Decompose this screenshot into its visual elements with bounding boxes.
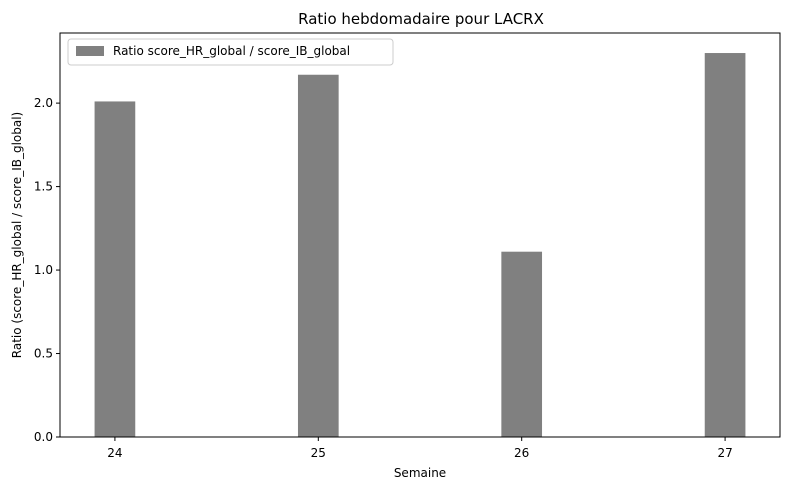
legend-box: [67, 38, 394, 66]
chart-title: Ratio hebdomadaire pour LACRX: [298, 10, 544, 28]
y-tick-label: 0.0: [34, 430, 53, 444]
y-tick-label: 1.5: [34, 180, 53, 194]
y-axis: 0.0 0.5 1.0 1.5 2.0: [34, 96, 60, 444]
legend-swatch: [76, 46, 104, 56]
y-tick-label: 1.0: [34, 263, 53, 277]
y-tick-label: 0.5: [34, 347, 53, 361]
y-tick-label: 2.0: [34, 96, 53, 110]
x-axis: 24 25 26 27: [107, 437, 733, 460]
bar-week-27: [704, 53, 746, 438]
bar-week-26: [501, 251, 543, 437]
bar-week-25: [297, 74, 339, 437]
x-tick-label: 25: [311, 446, 326, 460]
plot-area: [94, 53, 746, 438]
legend: Ratio score_HR_global / score_IB_global: [67, 38, 394, 66]
y-axis-label: Ratio (score_HR_global / score_IB_global…: [10, 112, 24, 358]
x-tick-label: 24: [107, 446, 122, 460]
axes-frame: [59, 32, 781, 438]
x-tick-label: 26: [514, 446, 529, 460]
x-axis-label: Semaine: [394, 466, 446, 480]
bar-week-24: [94, 101, 136, 437]
x-tick-label: 27: [717, 446, 732, 460]
legend-entry-ratio: Ratio score_HR_global / score_IB_global: [113, 44, 350, 58]
